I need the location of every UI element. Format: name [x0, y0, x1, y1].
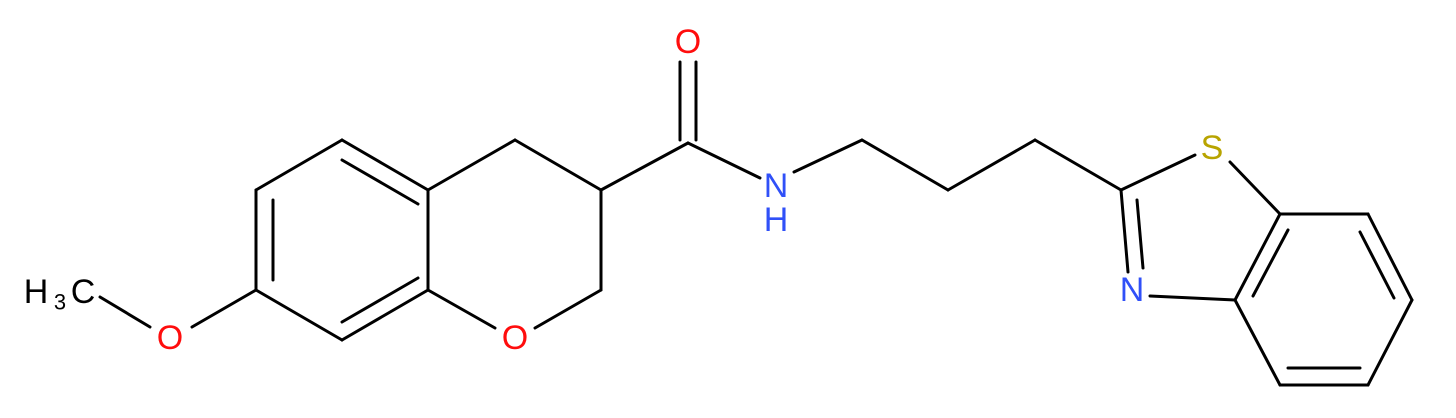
atom-label: O	[675, 23, 701, 61]
atom-label: H	[764, 201, 789, 239]
methyl-h: H	[24, 273, 49, 311]
atom-label: N	[764, 167, 789, 205]
atom-label: N	[1120, 271, 1145, 309]
atom-label: S	[1201, 129, 1224, 167]
atom-label: O	[502, 319, 528, 357]
methyl-c: C	[71, 273, 96, 311]
methyl-subscript: 3	[54, 290, 66, 315]
atom-label: O	[157, 319, 183, 357]
bonds	[98, 60, 1414, 387]
